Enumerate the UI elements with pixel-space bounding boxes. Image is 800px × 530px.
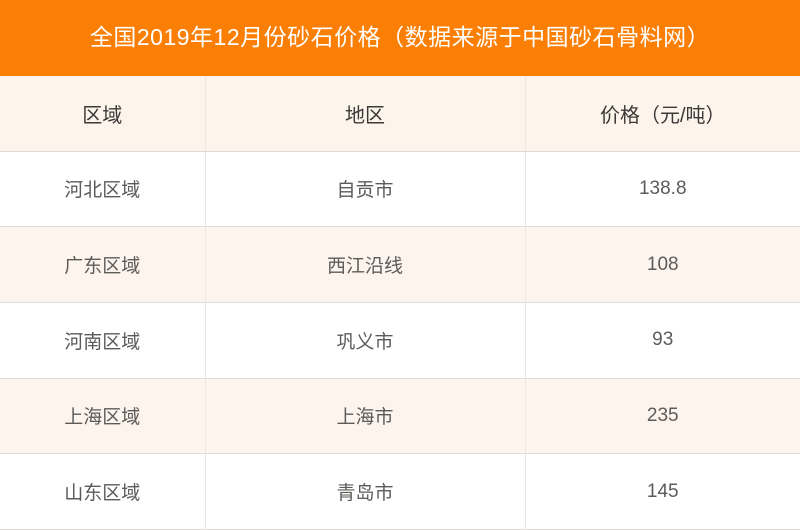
cell-price: 145 bbox=[525, 453, 800, 530]
table-row: 河北区域 自贡市 138.8 bbox=[0, 151, 800, 228]
cell-area: 自贡市 bbox=[205, 151, 526, 228]
cell-area: 巩义市 bbox=[205, 302, 526, 379]
page-title: 全国2019年12月份砂石价格（数据来源于中国砂石骨料网） bbox=[89, 24, 711, 51]
table-header-row: 区域 地区 价格（元/吨） bbox=[0, 76, 800, 152]
cell-price: 93 bbox=[525, 302, 800, 379]
column-header-area: 地区 bbox=[205, 76, 526, 152]
column-header-region: 区域 bbox=[0, 76, 206, 152]
cell-region: 河南区域 bbox=[0, 302, 206, 379]
cell-price: 138.8 bbox=[525, 151, 800, 228]
cell-area: 上海市 bbox=[205, 378, 526, 455]
column-header-price: 价格（元/吨） bbox=[525, 76, 800, 152]
table-body: 河北区域 自贡市 138.8 广东区域 西江沿线 108 河南区域 巩义市 93… bbox=[0, 151, 800, 530]
cell-region: 河北区域 bbox=[0, 151, 206, 228]
cell-price: 108 bbox=[525, 226, 800, 303]
table-row: 山东区域 青岛市 145 bbox=[0, 453, 800, 530]
cell-region: 山东区域 bbox=[0, 453, 206, 530]
price-table: 区域 地区 价格（元/吨） 河北区域 自贡市 138.8 广东区域 西江沿线 1… bbox=[0, 76, 800, 530]
cell-area: 青岛市 bbox=[205, 453, 526, 530]
table-row: 河南区域 巩义市 93 bbox=[0, 302, 800, 379]
cell-area: 西江沿线 bbox=[205, 226, 526, 303]
cell-region: 上海区域 bbox=[0, 378, 206, 455]
cell-price: 235 bbox=[525, 378, 800, 455]
table-header: 区域 地区 价格（元/吨） bbox=[0, 76, 800, 152]
title-bar: 全国2019年12月份砂石价格（数据来源于中国砂石骨料网） bbox=[0, 0, 800, 76]
cell-region: 广东区域 bbox=[0, 226, 206, 303]
table-row: 上海区域 上海市 235 bbox=[0, 378, 800, 455]
table-row: 广东区域 西江沿线 108 bbox=[0, 226, 800, 303]
